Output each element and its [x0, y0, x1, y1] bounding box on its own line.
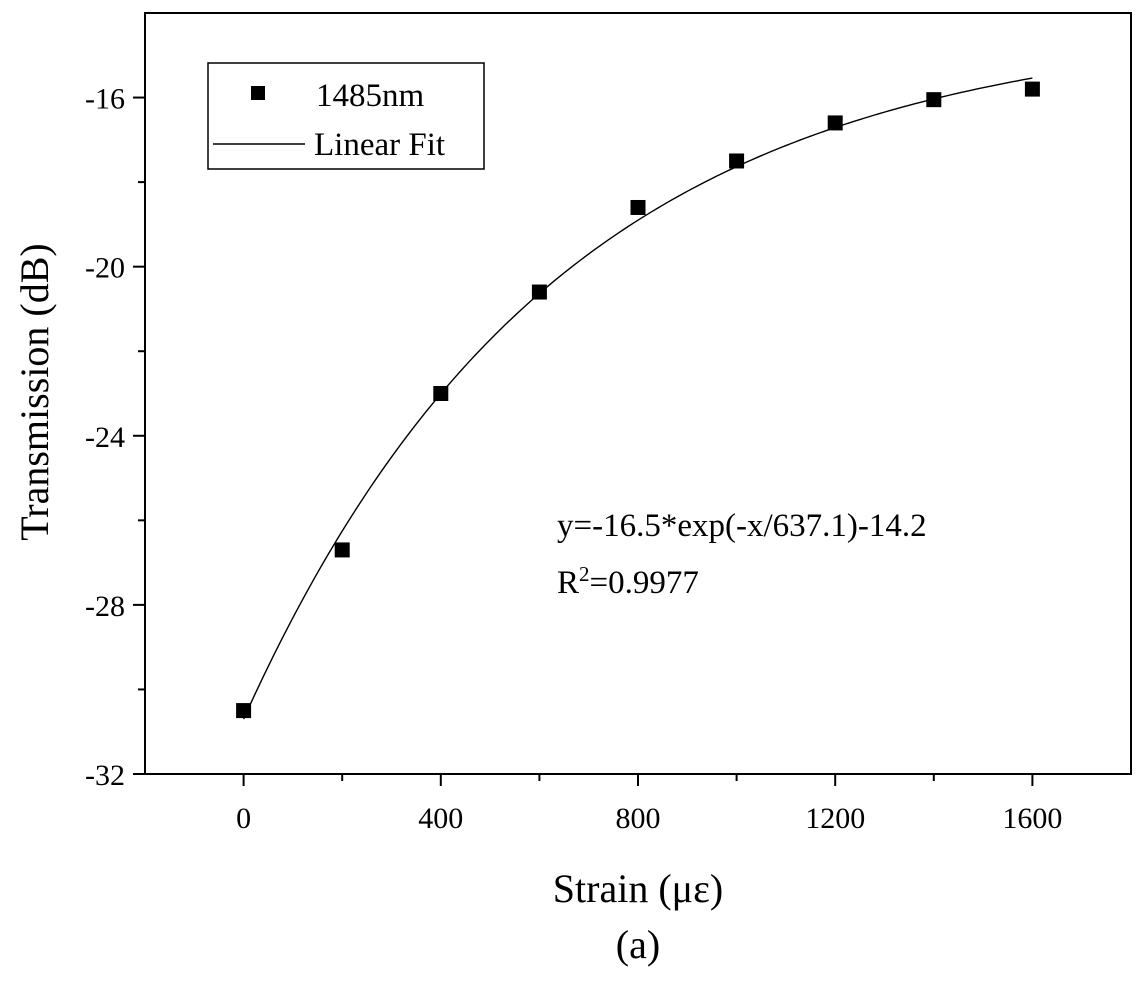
fit-curve	[242, 77, 1033, 720]
legend-label-fit: Linear Fit	[314, 127, 445, 163]
legend-box	[207, 62, 485, 170]
x-axis: 0 400 800 1200 1600	[236, 774, 1062, 835]
legend: 1485nm Linear Fit	[207, 62, 485, 170]
x-axis-title: Strain (με)	[553, 866, 723, 911]
y-axis-title: Transmission (dB)	[12, 243, 57, 540]
y-tick-label: -16	[85, 83, 125, 116]
legend-label-series: 1485nm	[316, 78, 425, 114]
y-tick-label: -20	[85, 252, 125, 285]
x-tick-label: 0	[236, 802, 251, 835]
x-tick-label: 1600	[1002, 802, 1062, 835]
x-tick-label: 1200	[805, 802, 865, 835]
y-tick-label: -24	[85, 421, 125, 454]
data-point	[630, 199, 646, 215]
data-point	[729, 153, 745, 169]
data-point	[334, 542, 350, 558]
data-point	[926, 92, 942, 108]
legend-marker-square	[251, 86, 265, 100]
data-points	[236, 81, 1040, 719]
data-point	[827, 115, 843, 131]
x-tick-label: 800	[616, 802, 661, 835]
figure-caption: (a)	[616, 922, 660, 967]
fit-r-squared: R2=0.9977	[557, 562, 699, 601]
data-point	[433, 386, 449, 401]
y-tick-label: -32	[85, 759, 125, 792]
data-point	[531, 284, 547, 300]
fit-equation: y=-16.5*exp(-x/637.1)-14.2	[557, 508, 927, 544]
data-point	[1024, 81, 1040, 97]
x-tick-label: 400	[418, 802, 463, 835]
data-point	[236, 703, 252, 719]
y-axis: -16 -20 -24 -28 -32	[85, 83, 145, 792]
y-tick-label: -28	[85, 590, 125, 623]
